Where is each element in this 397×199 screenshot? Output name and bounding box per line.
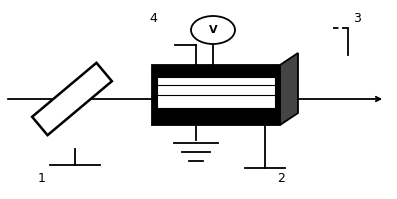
Polygon shape — [32, 63, 112, 135]
Bar — [157, 77, 275, 108]
Polygon shape — [280, 53, 298, 125]
Text: 3: 3 — [353, 12, 361, 24]
Bar — [152, 65, 280, 125]
Text: 2: 2 — [277, 172, 285, 184]
Ellipse shape — [191, 16, 235, 44]
Text: V: V — [209, 25, 217, 35]
Text: 4: 4 — [149, 12, 157, 24]
Text: 1: 1 — [38, 172, 46, 184]
